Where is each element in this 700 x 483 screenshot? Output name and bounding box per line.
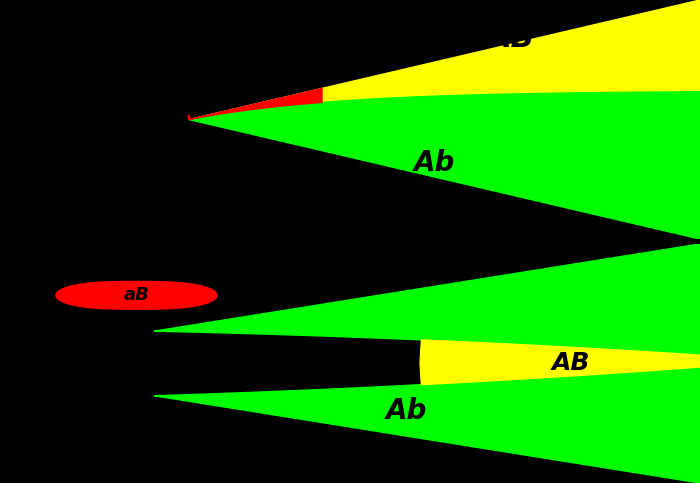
Polygon shape: [154, 367, 700, 483]
Polygon shape: [56, 282, 217, 309]
Text: Ab: Ab: [413, 149, 455, 177]
Polygon shape: [154, 244, 700, 355]
Polygon shape: [189, 88, 322, 119]
Text: AB: AB: [552, 352, 589, 375]
Polygon shape: [189, 92, 700, 239]
Text: aB: aB: [228, 52, 256, 71]
Text: aB: aB: [124, 286, 149, 304]
Polygon shape: [420, 340, 700, 384]
Polygon shape: [189, 0, 700, 119]
Text: Ab: Ab: [385, 398, 427, 425]
Text: AB: AB: [488, 24, 534, 53]
